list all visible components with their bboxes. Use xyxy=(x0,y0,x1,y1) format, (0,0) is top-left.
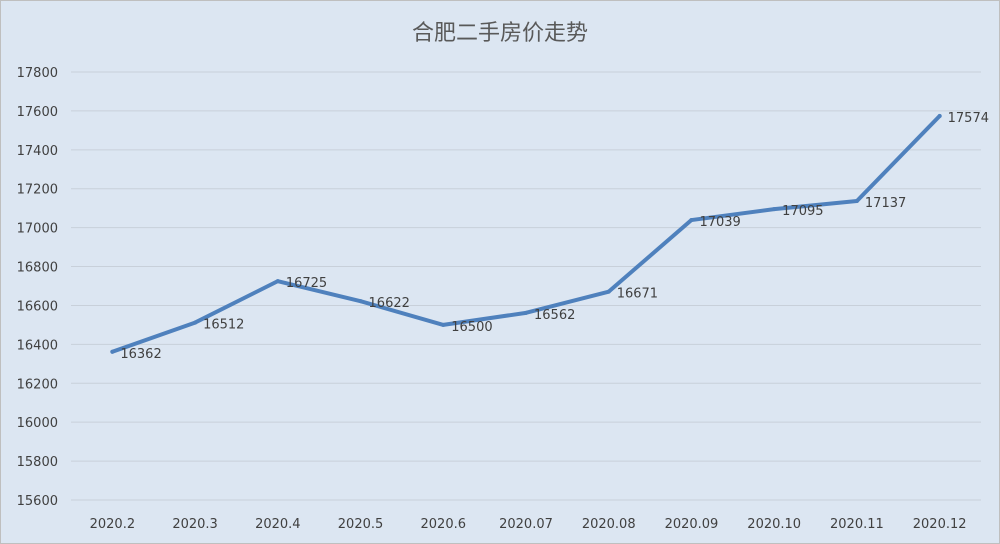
data-label: 16512 xyxy=(203,318,244,333)
x-axis-tick-labels: 2020.2 2020.3 2020.4 2020.5 2020.6 2020.07 202… xyxy=(90,517,967,532)
data-label: 16562 xyxy=(534,308,575,323)
data-point xyxy=(524,310,528,315)
data-point xyxy=(689,218,694,223)
y-tick-label: 16600 xyxy=(17,299,58,314)
x-tick-label: 2020.12 xyxy=(913,517,967,532)
data-label: 17137 xyxy=(865,196,906,211)
y-tick-label: 17200 xyxy=(17,183,58,198)
data-label: 17039 xyxy=(699,215,740,230)
y-tick-label: 17600 xyxy=(17,105,58,120)
y-tick-label: 15600 xyxy=(17,494,58,509)
data-label: 16500 xyxy=(451,320,492,335)
data-point xyxy=(606,289,611,294)
x-tick-label: 2020.11 xyxy=(830,517,884,532)
data-label: 17095 xyxy=(782,204,823,219)
x-tick-label: 2020.07 xyxy=(499,517,553,532)
data-point xyxy=(772,207,777,212)
data-label: 17574 xyxy=(948,111,989,126)
y-tick-label: 16800 xyxy=(17,261,58,276)
data-label: 16362 xyxy=(120,347,161,362)
y-tick-label: 16400 xyxy=(17,338,58,353)
data-labels: 16362 16512 16725 16622 16500 16562 16671 17039… xyxy=(120,111,989,362)
y-tick-label: 17800 xyxy=(17,66,58,81)
y-tick-label: 16000 xyxy=(17,416,58,431)
data-point xyxy=(275,279,280,284)
data-label: 16622 xyxy=(369,296,410,311)
y-tick-label: 15800 xyxy=(17,455,58,470)
data-point xyxy=(110,349,115,354)
data-point xyxy=(441,322,446,327)
y-axis-tick-labels: 15600 15800 16000 16200 16400 16600 16800 17000… xyxy=(17,66,58,509)
gridlines xyxy=(71,71,981,501)
x-tick-label: 2020.3 xyxy=(172,517,218,532)
x-tick-label: 2020.09 xyxy=(665,517,719,532)
series-line xyxy=(110,113,942,354)
x-tick-label: 2020.08 xyxy=(582,517,636,532)
y-tick-label: 17400 xyxy=(17,144,58,159)
data-point xyxy=(358,299,363,304)
y-tick-label: 16200 xyxy=(17,377,58,392)
data-label: 16671 xyxy=(617,287,658,302)
data-point xyxy=(193,320,198,325)
x-tick-label: 2020.4 xyxy=(255,517,301,532)
y-tick-label: 17000 xyxy=(17,222,58,237)
data-point xyxy=(937,113,942,118)
x-tick-label: 2020.5 xyxy=(338,517,384,532)
x-tick-label: 2020.10 xyxy=(747,517,801,532)
data-point xyxy=(854,198,859,203)
x-tick-label: 2020.6 xyxy=(421,517,467,532)
data-label: 16725 xyxy=(286,276,327,291)
x-tick-label: 2020.2 xyxy=(90,517,136,532)
series-layer xyxy=(110,113,942,354)
chart-title: 合肥二手房价走势 xyxy=(412,21,588,46)
